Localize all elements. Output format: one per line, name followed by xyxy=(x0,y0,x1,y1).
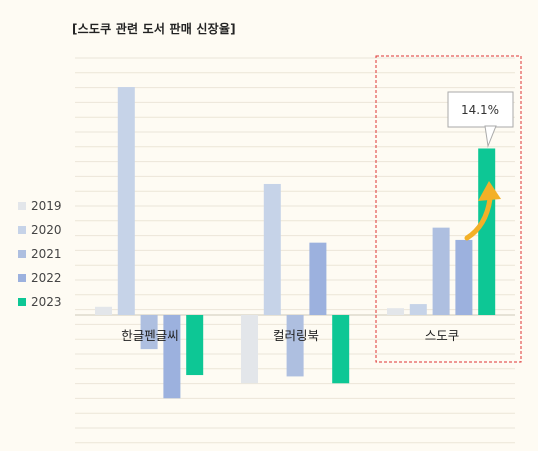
legend-label: 2020 xyxy=(31,223,62,237)
bar-2021-0 xyxy=(140,315,158,350)
callout-box xyxy=(447,91,514,128)
legend-item-2021: 2021 xyxy=(18,242,62,266)
bar-2023-2 xyxy=(478,148,496,315)
bar-2020-2 xyxy=(409,304,427,315)
bar-2019-1 xyxy=(241,315,258,384)
legend-label: 2022 xyxy=(31,271,62,285)
legend: 2019 2020 2021 2022 2023 xyxy=(18,194,62,314)
callout-label: 14.1% xyxy=(461,103,499,117)
growth-arrow-icon xyxy=(464,196,493,241)
legend-label: 2023 xyxy=(31,295,62,309)
category-label: 컬러링북 xyxy=(273,328,319,343)
legend-swatch xyxy=(18,226,26,234)
callout-tail xyxy=(484,125,497,148)
highlight-box xyxy=(375,55,522,363)
bar-2019-2 xyxy=(387,308,404,315)
bars xyxy=(95,87,496,399)
bar-2022-2 xyxy=(455,239,473,315)
legend-item-2022: 2022 xyxy=(18,266,62,290)
bar-2023-1 xyxy=(332,315,350,384)
legend-swatch xyxy=(18,202,26,210)
category-labels: 한글펜글씨 컬러링북 스도쿠 xyxy=(121,328,459,343)
legend-swatch xyxy=(18,250,26,258)
legend-item-2020: 2020 xyxy=(18,218,62,242)
legend-label: 2021 xyxy=(31,247,62,261)
bar-2022-1 xyxy=(309,242,327,315)
bar-2020-1 xyxy=(263,183,281,315)
bar-2022-0 xyxy=(163,315,181,399)
category-label: 스도쿠 xyxy=(425,328,460,343)
legend-swatch xyxy=(18,298,26,306)
bar-2023-0 xyxy=(186,315,204,376)
bar-2021-1 xyxy=(286,315,304,377)
bar-2021-2 xyxy=(432,227,450,315)
legend-label: 2019 xyxy=(31,199,62,213)
legend-item-2023: 2023 xyxy=(18,290,62,314)
category-label: 한글펜글씨 xyxy=(121,328,179,343)
callout: 14.1% xyxy=(447,91,514,148)
legend-item-2019: 2019 xyxy=(18,194,62,218)
bar-2020-0 xyxy=(117,87,135,315)
chart-title: [스도쿠 관련 도서 판매 신장율] xyxy=(72,22,236,36)
growth-arrowhead-icon xyxy=(478,181,501,201)
legend-swatch xyxy=(18,274,26,282)
bar-2019-0 xyxy=(95,306,112,315)
